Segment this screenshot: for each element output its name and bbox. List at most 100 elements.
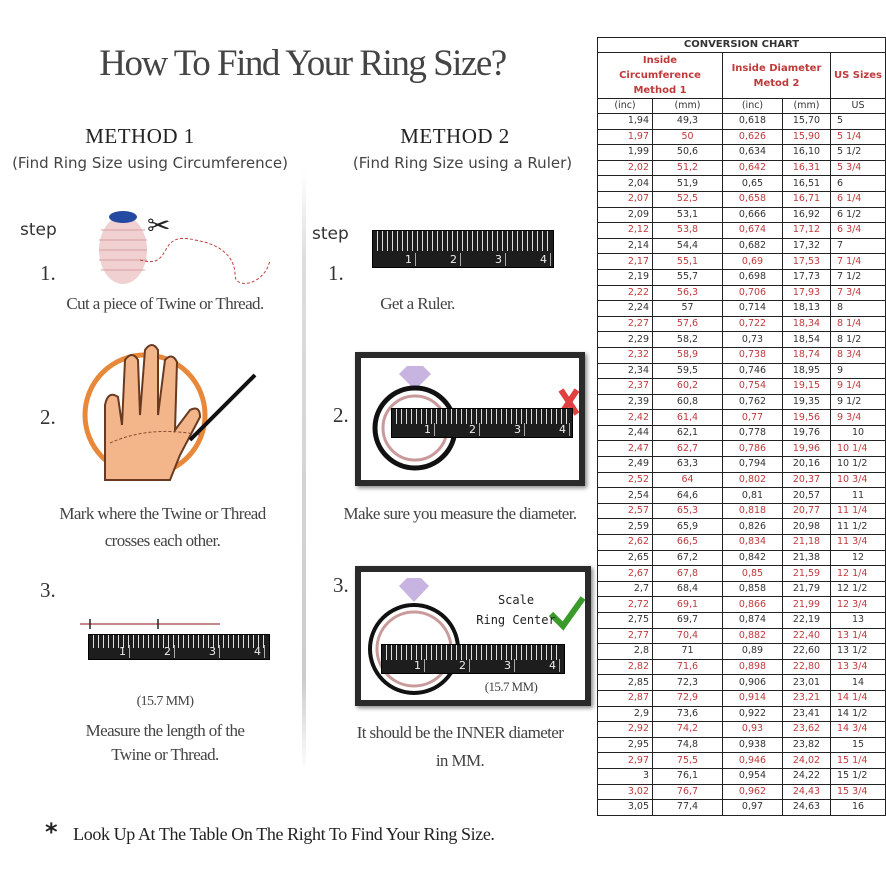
table-cell: 22,40 bbox=[782, 627, 831, 645]
table-cell: 0,794 bbox=[722, 456, 783, 473]
table-cell: 2,22 bbox=[597, 284, 653, 302]
table-cell: 77,4 bbox=[652, 799, 723, 816]
header-inside-circumference: Inside Circumference Method 1 bbox=[597, 52, 723, 99]
table-cell: 14 3/4 bbox=[829, 721, 886, 738]
table-cell: 20,57 bbox=[782, 487, 831, 504]
table-cell: 8 bbox=[829, 300, 886, 317]
table-cell: 55,7 bbox=[652, 268, 723, 286]
header-inside-diameter: Inside Diameter Metod 2 bbox=[722, 52, 831, 99]
table-cell: 6 bbox=[829, 175, 886, 192]
table-cell: 2,02 bbox=[597, 159, 653, 177]
method2-step3-text-line2: in MM. bbox=[435, 751, 485, 770]
table-row: 2,9 73,6 0,922 23,41 14 1/2 bbox=[597, 705, 886, 723]
method1-step1-number: 1. bbox=[40, 261, 56, 285]
table-cell: 11 1/2 bbox=[829, 518, 886, 536]
table-cell: 13 3/4 bbox=[829, 658, 886, 676]
table-row: 2,07 52,5 0,658 16,71 6 1/4 bbox=[597, 190, 886, 208]
table-cell: 0,762 bbox=[722, 393, 783, 411]
table-cell: 68,4 bbox=[652, 580, 723, 598]
table-cell: 2,37 bbox=[597, 378, 653, 395]
table-row: 2,75 69,7 0,874 22,19 13 bbox=[597, 612, 886, 629]
table-cell: 50,6 bbox=[652, 144, 723, 161]
table-cell: 2,52 bbox=[597, 471, 653, 489]
table-cell: 65,3 bbox=[652, 502, 723, 520]
table-cell: 16,10 bbox=[782, 144, 831, 161]
table-cell: 3 bbox=[597, 767, 653, 785]
table-cell: 1,97 bbox=[597, 128, 653, 146]
method1-step3-text-line1: Measure the length of the bbox=[85, 721, 245, 740]
table-cell: 8 1/2 bbox=[829, 331, 886, 348]
table-cell: 0,642 bbox=[722, 159, 783, 177]
table-cell: 9 1/4 bbox=[829, 378, 886, 395]
table-cell: 17,32 bbox=[782, 237, 831, 255]
table-cell: 10 bbox=[829, 424, 886, 442]
table-row: 2,97 75,5 0,946 24,02 15 1/4 bbox=[597, 752, 886, 769]
table-row: 2,47 62,7 0,786 19,96 10 1/4 bbox=[597, 440, 886, 458]
ruler-method2-step2: 1 2 3 4 bbox=[391, 408, 573, 438]
ruler-number: 4 bbox=[254, 645, 265, 658]
footnote-text: Look Up At The Table On The Right To Fin… bbox=[73, 824, 495, 844]
table-cell: 14 1/4 bbox=[829, 689, 886, 707]
table-cell: 2,14 bbox=[597, 237, 653, 255]
scale-label: Scale bbox=[497, 593, 535, 607]
table-cell: 19,35 bbox=[782, 393, 831, 411]
table-cell: 21,38 bbox=[782, 549, 831, 567]
table-cell: 19,56 bbox=[782, 409, 831, 426]
method1-step-label: step bbox=[20, 220, 57, 240]
table-row: 2,52 64 0,802 20,37 10 3/4 bbox=[597, 471, 886, 489]
table-row: 2,19 55,7 0,698 17,73 7 1/2 bbox=[597, 268, 886, 286]
table-row: 2,04 51,9 0,65 16,51 6 bbox=[597, 175, 886, 192]
ruler-method2-step3: 1 2 3 4 bbox=[381, 644, 565, 674]
table-cell: 50 bbox=[652, 128, 723, 146]
ruler-method2-step1: 1 2 3 4 bbox=[372, 230, 554, 268]
table-cell: 7 3/4 bbox=[829, 284, 886, 302]
method2-measure-value: (15.7 MM) bbox=[484, 679, 538, 694]
table-cell: 18,54 bbox=[782, 331, 831, 348]
table-cell: 6 1/4 bbox=[829, 190, 886, 208]
table-cell: 0,714 bbox=[722, 300, 783, 317]
table-cell: 23,62 bbox=[782, 721, 831, 738]
table-cell: 0,658 bbox=[722, 190, 783, 208]
table-cell: 11 1/4 bbox=[829, 502, 886, 520]
table-cell: 0,77 bbox=[722, 409, 783, 426]
table-row: 2,14 54,4 0,682 17,32 7 bbox=[597, 237, 886, 255]
table-cell: 9 3/4 bbox=[829, 409, 886, 426]
table-cell: 0,618 bbox=[722, 113, 783, 130]
table-cell: 0,93 bbox=[722, 721, 783, 738]
table-cell: 51,9 bbox=[652, 175, 723, 192]
ruler-number: 1 bbox=[424, 423, 435, 436]
table-cell: 62,1 bbox=[652, 424, 723, 442]
table-cell: 0,914 bbox=[722, 689, 783, 707]
table-cell: 5 1/2 bbox=[829, 144, 886, 161]
table-cell: 69,1 bbox=[652, 596, 723, 613]
table-row: 2,32 58,9 0,738 18,74 8 3/4 bbox=[597, 346, 886, 364]
table-row: 2,85 72,3 0,906 23,01 14 bbox=[597, 674, 886, 691]
table-cell: 59,5 bbox=[652, 362, 723, 380]
table-row: 2,77 70,4 0,882 22,40 13 1/4 bbox=[597, 627, 886, 645]
ring-icon bbox=[368, 578, 585, 695]
table-row: 2,27 57,6 0,722 18,34 8 1/4 bbox=[597, 315, 886, 333]
table-cell: 0,722 bbox=[722, 315, 783, 333]
table-cell: 2,95 bbox=[597, 736, 653, 754]
table-cell: 0,786 bbox=[722, 440, 783, 458]
table-cell: 3,02 bbox=[597, 783, 653, 801]
table-cell: 2,12 bbox=[597, 222, 653, 239]
table-cell: 71 bbox=[652, 643, 723, 660]
table-cell: 64,6 bbox=[652, 487, 723, 504]
table-cell: 24,02 bbox=[782, 752, 831, 769]
method1-step3-text-line2: Twine or Thread. bbox=[111, 745, 219, 764]
method2-step3-number: 3. bbox=[333, 573, 349, 597]
table-cell: 0,626 bbox=[722, 128, 783, 146]
table-row: 2,95 74,8 0,938 23,82 15 bbox=[597, 736, 886, 754]
table-row: 2,87 72,9 0,914 23,21 14 1/4 bbox=[597, 689, 886, 707]
table-row: 3 76,1 0,954 24,22 15 1/2 bbox=[597, 767, 886, 785]
table-cell: 0,73 bbox=[722, 331, 783, 348]
table-row: 3,05 77,4 0,97 24,63 16 bbox=[597, 799, 886, 816]
table-cell: 21,18 bbox=[782, 534, 831, 551]
table-cell: 24,22 bbox=[782, 767, 831, 785]
table-cell: 0,674 bbox=[722, 222, 783, 239]
table-cell: 2,24 bbox=[597, 300, 653, 317]
conversion-chart-table: CONVERSION CHART Inside Circumference Me… bbox=[596, 37, 886, 816]
table-cell: 2,97 bbox=[597, 752, 653, 769]
table-cell: 2,87 bbox=[597, 689, 653, 707]
